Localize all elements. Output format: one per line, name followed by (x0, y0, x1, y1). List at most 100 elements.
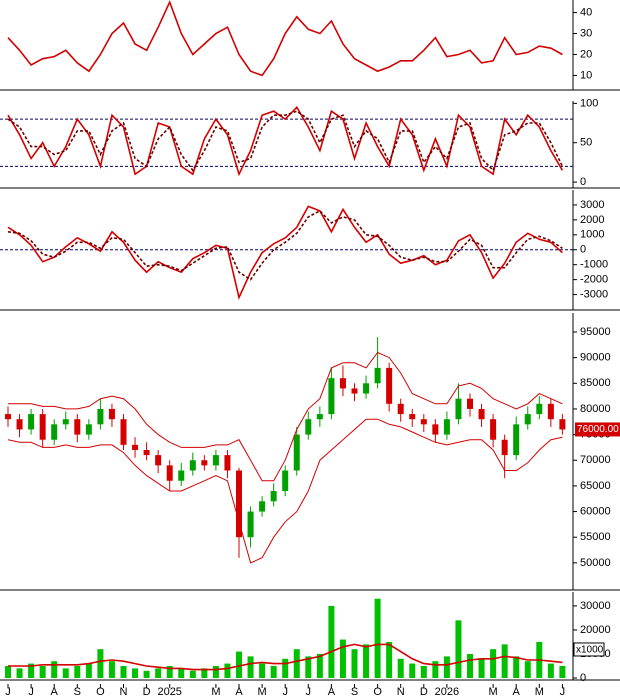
y-tick-label: 50000 (580, 557, 611, 569)
volume-bar (363, 644, 370, 678)
x-tick-label: J (306, 686, 312, 698)
y-tick-label: -2000 (580, 274, 608, 286)
candle-body (166, 465, 173, 481)
unit-box (573, 642, 605, 657)
y-tick-label: 0 (580, 244, 586, 256)
volume-bar (166, 665, 173, 678)
y-tick-label: 85000 (580, 377, 611, 389)
candle-body (467, 398, 473, 409)
candle-body (39, 414, 46, 440)
y-tick-label: -3000 (580, 288, 608, 300)
volume-bar (39, 665, 46, 678)
candle-body (97, 408, 104, 425)
candle-body (339, 378, 346, 389)
volume-bar (316, 653, 323, 678)
volume-bar (236, 651, 242, 678)
x-tick-label: A (51, 686, 59, 698)
candle-body (51, 424, 58, 440)
volume-bar (305, 656, 312, 678)
x-tick-label: O (373, 686, 382, 698)
candle-body (293, 434, 300, 471)
candle-body (305, 419, 312, 435)
candle-body (62, 419, 69, 425)
volume-bar (259, 663, 266, 678)
series-line (7, 105, 564, 177)
y-tick-label: 100 (580, 97, 598, 109)
x-tick-label: M (489, 686, 498, 698)
volume-bar (420, 665, 427, 678)
candle-body (536, 403, 543, 415)
y-tick-label: 70000 (580, 454, 611, 466)
volume-bar (386, 641, 393, 678)
candle-body (420, 419, 427, 425)
candle-body (28, 414, 35, 430)
y-tick-label: 90000 (580, 352, 611, 364)
candle-body (397, 403, 404, 415)
volume-bar (282, 658, 289, 678)
volume-bar (547, 663, 554, 678)
volume-bar (455, 620, 462, 678)
volume-bar (432, 661, 439, 678)
series-line (7, 205, 563, 300)
x-tick-label: J (560, 686, 566, 698)
volume-bar (293, 649, 300, 678)
x-tick-label: D (420, 686, 428, 698)
candle-body (282, 470, 289, 492)
volume-bar (16, 668, 23, 678)
volume-bar (467, 653, 473, 678)
candle-body (120, 419, 127, 445)
volume-bar (189, 670, 196, 678)
x-tick-label: 2025 (157, 686, 181, 698)
candle-body (524, 414, 531, 425)
candle-body (143, 449, 150, 456)
y-tick-label: 3000 (580, 199, 604, 211)
unit-label: x1000 (576, 645, 604, 656)
volume-bar (74, 665, 81, 678)
candle-body (547, 403, 554, 420)
volume-bar (478, 658, 485, 678)
x-tick-label: S (74, 686, 81, 698)
candle-body (270, 491, 277, 502)
volume-bar (5, 665, 11, 678)
y-tick-label: 50 (580, 137, 592, 149)
volume-bar (120, 665, 127, 678)
candle-body (201, 460, 208, 466)
volume-bar (132, 668, 139, 678)
y-tick-label: 80000 (580, 403, 611, 415)
volume-bar (85, 663, 92, 678)
candle-body (513, 424, 520, 456)
series-line (7, 110, 564, 172)
candle-body (443, 419, 450, 435)
candle-body (212, 455, 219, 466)
x-tick-label: A (235, 686, 243, 698)
volume-bar (201, 668, 208, 678)
volume-bar (143, 670, 150, 678)
candle-body (351, 388, 358, 394)
y-tick-label: 30 (580, 27, 592, 39)
volume-bar (155, 668, 162, 678)
volume-bar (62, 668, 69, 678)
y-tick-label: 20000 (580, 624, 611, 636)
x-tick-label: J (282, 686, 288, 698)
x-tick-label: M (211, 686, 220, 698)
series-line (8, 643, 563, 671)
y-tick-label: 2000 (580, 214, 604, 226)
candle-body (455, 398, 462, 420)
volume-bar (397, 658, 404, 678)
volume-bar (247, 656, 254, 678)
candle-body (478, 408, 485, 420)
volume-bar (97, 649, 104, 678)
x-tick-label: N (397, 686, 405, 698)
y-tick-label: 10 (580, 69, 592, 81)
y-tick-label: 55000 (580, 531, 611, 543)
volume-bar (409, 663, 416, 678)
candle-body (132, 444, 139, 450)
y-tick-label: -1000 (580, 259, 608, 271)
x-tick-label: J (5, 686, 11, 698)
x-tick-label: S (351, 686, 358, 698)
volume-bar (328, 605, 335, 678)
y-tick-label: 40 (580, 6, 592, 18)
y-tick-label: 0 (580, 176, 586, 188)
candle-body (16, 419, 23, 430)
